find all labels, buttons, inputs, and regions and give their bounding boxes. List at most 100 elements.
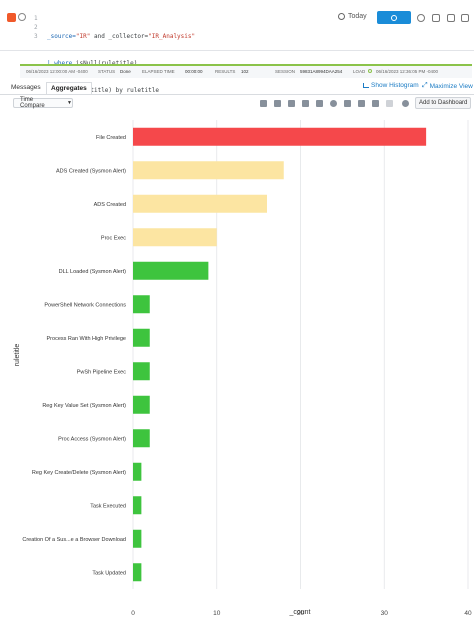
table-view-icon[interactable] (260, 100, 267, 107)
code-token: "IR_Analysis" (148, 33, 196, 40)
elapsed-label: ELAPSED TIME (142, 69, 175, 74)
category-label: PwSh Pipeline Exec (77, 369, 126, 375)
time-compare-label: Time Compare (20, 97, 45, 109)
x-tick-label: 10 (213, 610, 221, 617)
chevron-down-icon: ▼ (67, 100, 72, 106)
settings-icon[interactable] (417, 14, 425, 22)
bar[interactable] (133, 395, 150, 414)
history-icon[interactable] (18, 13, 26, 21)
bar[interactable] (133, 194, 267, 213)
bar[interactable] (133, 127, 427, 146)
save-icon[interactable] (432, 14, 440, 22)
column-chart-icon[interactable] (288, 100, 295, 107)
search-button[interactable] (377, 11, 411, 24)
x-tick-label: 20 (297, 610, 305, 617)
pie-chart-icon[interactable] (330, 100, 337, 107)
session-value: 59831A8994DAA254 (300, 69, 343, 74)
expand-icon: ⤢ (422, 82, 428, 89)
link-icon[interactable] (386, 100, 393, 107)
tab-aggregates[interactable]: Aggregates (46, 82, 92, 94)
code-token: "IR" (75, 33, 91, 40)
line-numbers: 1 2 3 (34, 14, 38, 41)
category-label: Task Updated (92, 570, 126, 576)
bar[interactable] (133, 429, 150, 448)
category-label: ADS Created (Sysmon Alert) (56, 168, 126, 174)
category-label: Process Ran With High Privilege (47, 336, 126, 342)
query-line-1: _source="IR" and _collector="IR_Analysis… (47, 32, 195, 41)
histogram-icon (363, 83, 369, 88)
category-label: ADS Created (94, 202, 126, 208)
bar[interactable] (133, 228, 217, 247)
category-label: File Created (96, 135, 126, 141)
bar[interactable] (133, 529, 142, 548)
category-label: PowerShell Network Connections (44, 302, 126, 308)
end-time: 06/16/2023 12:36:05 PM -0400 (376, 69, 439, 74)
bar[interactable] (133, 496, 142, 515)
app-logo-icon (7, 13, 16, 22)
query-line-2: | where isNull(ruletitle) (47, 59, 195, 68)
results-label: RESULTS (215, 69, 236, 74)
load-label: LOAD (353, 69, 366, 74)
bar-chart: File Created ADS Created (Sysmon Alert) AD… (14, 120, 472, 617)
start-time: 06/16/2023 12:00:00 AM -0400 (26, 69, 88, 74)
x-tick-label: 40 (464, 610, 472, 617)
elapsed-value: 00:00:00 (185, 69, 203, 74)
show-histogram-link[interactable]: Show Histogram (363, 82, 419, 89)
query-editor: 1 2 3 _source="IR" and _collector="IR_An… (0, 0, 474, 94)
map-icon[interactable] (344, 100, 351, 107)
category-label: Reg Key Create/Delete (Sysmon Alert) (32, 470, 126, 476)
share-icon[interactable] (447, 14, 455, 22)
time-range-picker[interactable]: Today (338, 13, 367, 20)
time-range-label: Today (348, 13, 367, 20)
maximize-view-label: Maximize View (429, 82, 473, 90)
category-label: Proc Access (Sysmon Alert) (58, 436, 126, 442)
category-label: Task Executed (90, 503, 126, 509)
load-icon (368, 69, 372, 73)
status-bar: 06/16/2023 12:00:00 AM -0400 STATUS Done… (20, 64, 472, 78)
bar[interactable] (133, 161, 284, 180)
y-axis-title: ruletitle (14, 344, 21, 367)
time-compare-dropdown[interactable]: Time Compare ▼ (13, 97, 73, 109)
code-token: _source= (47, 33, 76, 40)
bar[interactable] (133, 295, 150, 314)
bar[interactable] (133, 362, 150, 381)
code-token: | where (47, 60, 76, 67)
bars (133, 127, 427, 582)
category-label: Proc Exec (101, 235, 126, 241)
category-label: Reg Key Value Set (Sysmon Alert) (42, 403, 126, 409)
code-token: isNull(ruletitle) (76, 60, 137, 67)
bar[interactable] (133, 261, 209, 280)
maximize-view-link[interactable]: ⤢ Maximize View (422, 82, 473, 90)
tab-messages[interactable]: Messages (11, 84, 41, 91)
single-value-icon[interactable] (358, 100, 365, 107)
category-labels: File Created ADS Created (Sysmon Alert) AD… (22, 135, 126, 577)
line-number: 2 (34, 24, 38, 31)
bar[interactable] (133, 563, 142, 582)
results-value: 102 (241, 69, 249, 74)
bar[interactable] (133, 328, 150, 347)
x-tick-label: 30 (381, 610, 389, 617)
area-chart-icon[interactable] (316, 100, 323, 107)
stack-icon[interactable] (372, 100, 379, 107)
bar[interactable] (133, 462, 142, 481)
gear-icon[interactable] (402, 100, 409, 107)
x-tick-labels: 0 10 20 30 40 (131, 610, 472, 617)
line-number: 3 (34, 33, 38, 40)
aggregates-panel: Time Compare ▼ Add to Dashboard (0, 94, 474, 621)
bar-chart-icon[interactable] (274, 100, 281, 107)
delete-icon[interactable] (461, 14, 469, 22)
code-token: and _collector= (90, 33, 149, 40)
grid-lines (132, 120, 469, 589)
search-icon (391, 14, 397, 21)
line-number: 1 (34, 15, 38, 22)
category-label: DLL Loaded (Sysmon Alert) (59, 269, 127, 275)
line-chart-icon[interactable] (302, 100, 309, 107)
x-tick-label: 0 (131, 610, 135, 617)
show-histogram-label: Show Histogram (371, 82, 419, 89)
add-to-dashboard-label: Add to Dashboard (419, 100, 468, 106)
add-to-dashboard-button[interactable]: Add to Dashboard (415, 97, 472, 109)
clock-icon (338, 13, 345, 20)
status-label: STATUS (98, 69, 116, 74)
x-axis-title: _count (288, 609, 310, 616)
category-label: Creation Of a Sus...e a Browser Download (22, 537, 126, 543)
